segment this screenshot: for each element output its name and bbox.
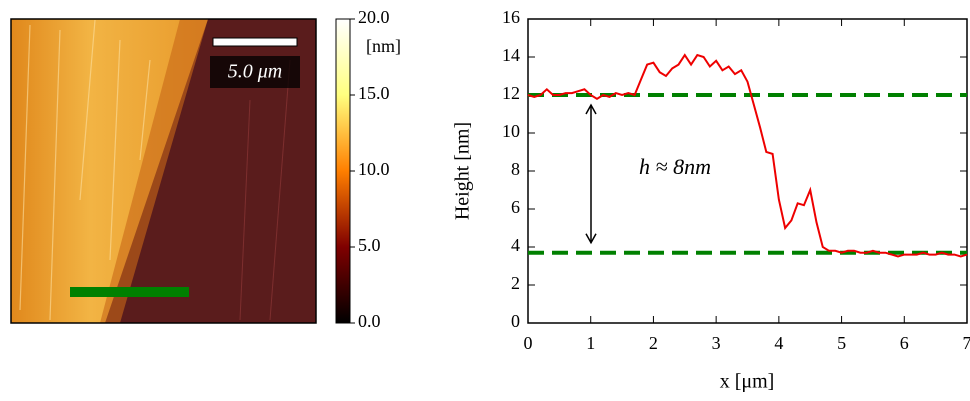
line-series bbox=[528, 55, 967, 256]
colorbar-tick-label: 15.0 bbox=[358, 83, 390, 103]
colorbar-tick-label: 5.0 bbox=[358, 235, 381, 255]
scale-bar-label: 5.0 μm bbox=[228, 61, 282, 83]
afm-image: 5.0 μm bbox=[11, 19, 316, 323]
colorbar-label: [nm] bbox=[366, 36, 401, 56]
y-tick-label: 14 bbox=[502, 45, 520, 65]
x-tick-label: 5 bbox=[837, 333, 846, 353]
y-tick-label: 6 bbox=[511, 197, 520, 217]
y-tick-label: 2 bbox=[511, 273, 520, 293]
y-tick-label: 12 bbox=[502, 83, 520, 103]
colorbar bbox=[336, 19, 350, 323]
x-tick-label: 4 bbox=[774, 333, 783, 353]
annotation: h ≈ 8nm bbox=[639, 154, 711, 179]
profile-line bbox=[70, 287, 189, 297]
scale-bar bbox=[213, 38, 297, 46]
colorbar-tick-label: 0.0 bbox=[358, 311, 381, 331]
x-tick-label: 0 bbox=[524, 333, 533, 353]
x-tick-label: 7 bbox=[963, 333, 970, 353]
y-tick-label: 16 bbox=[502, 7, 520, 27]
x-tick-label: 1 bbox=[586, 333, 595, 353]
x-tick-label: 2 bbox=[649, 333, 658, 353]
y-tick-label: 0 bbox=[511, 311, 520, 331]
y-tick-label: 8 bbox=[511, 159, 520, 179]
colorbar-tick-label: 10.0 bbox=[358, 159, 390, 179]
y-tick-label: 4 bbox=[511, 235, 520, 255]
y-tick-label: 10 bbox=[502, 121, 520, 141]
x-tick-label: 6 bbox=[900, 333, 909, 353]
x-tick-label: 3 bbox=[712, 333, 721, 353]
y-axis-label: Height [nm] bbox=[452, 122, 474, 220]
x-axis-label: x [μm] bbox=[720, 371, 775, 393]
colorbar-tick-label: 20.0 bbox=[358, 7, 390, 27]
plot-frame bbox=[528, 19, 967, 323]
